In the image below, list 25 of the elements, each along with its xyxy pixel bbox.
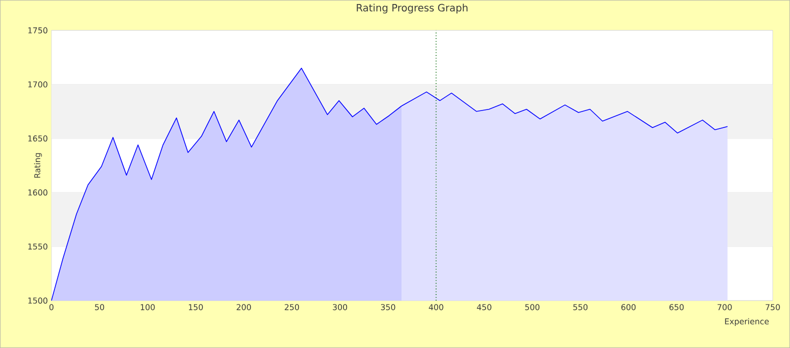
x-tick-label: 500 bbox=[525, 304, 540, 310]
x-tick-label: 250 bbox=[284, 304, 300, 310]
y-tick-label: 1600 bbox=[28, 189, 48, 196]
y-tick-label: 1500 bbox=[28, 298, 48, 304]
x-tick-label: 650 bbox=[669, 304, 684, 310]
x-tick-label: 450 bbox=[476, 304, 492, 310]
x-axis-title: Experience bbox=[725, 318, 769, 326]
y-tick-label: 1550 bbox=[28, 243, 48, 250]
x-tick-label: 700 bbox=[718, 304, 732, 310]
x-tick-label: 100 bbox=[140, 304, 155, 310]
y-tick-label: 1650 bbox=[28, 135, 48, 142]
x-tick-label: 750 bbox=[766, 304, 780, 310]
x-tick-label: 300 bbox=[332, 304, 348, 310]
x-tick-label: 600 bbox=[621, 304, 636, 310]
x-tick-label: 350 bbox=[380, 304, 396, 310]
x-tick-label: 0 bbox=[49, 304, 54, 310]
y-axis-title: Rating bbox=[34, 153, 42, 178]
x-tick-label: 50 bbox=[95, 304, 104, 310]
x-tick-label: 550 bbox=[573, 304, 588, 310]
chart-title: Rating Progress Graph bbox=[356, 4, 468, 14]
x-tick-label: 200 bbox=[236, 304, 251, 310]
y-tick-label: 1700 bbox=[28, 81, 48, 88]
x-tick-label: 150 bbox=[188, 304, 203, 310]
y-tick-label: 1750 bbox=[28, 27, 48, 34]
x-tick-label: 400 bbox=[428, 304, 444, 310]
